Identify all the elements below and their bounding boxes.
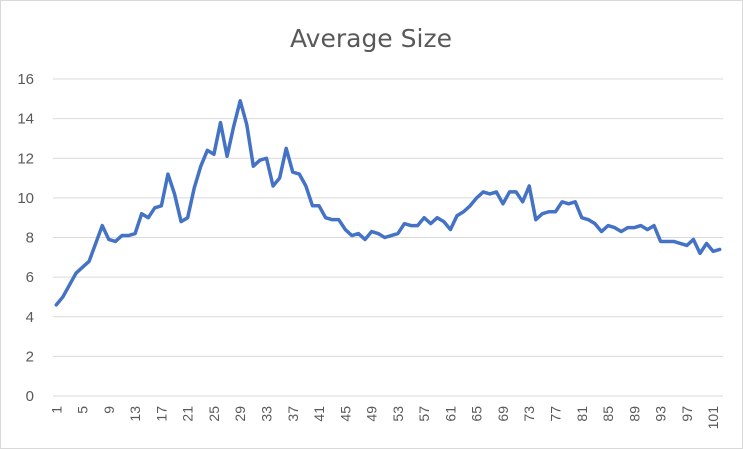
y-tick-label: 10: [17, 190, 34, 207]
y-axis-labels: 0 2 4 6 8 10 12 14 16: [17, 71, 34, 405]
x-tick-label: 17: [153, 406, 169, 422]
y-tick-label: 2: [26, 348, 34, 365]
x-tick-label: 101: [705, 406, 721, 430]
x-tick-label: 53: [390, 406, 406, 422]
x-tick-label: 1: [48, 406, 64, 414]
x-tick-label: 21: [180, 406, 196, 422]
x-axis: 1 5 9 13 17 21 25 29 33 37 41 45 49 53 57 61 65 69 73 77 81 8…: [48, 395, 723, 430]
series-line: [54, 99, 722, 307]
chart-title: Average Size: [290, 24, 452, 53]
x-tick-label: 49: [364, 406, 380, 422]
x-tick-label: 93: [653, 406, 669, 422]
x-tick-label: 13: [127, 406, 143, 422]
x-tick-label: 65: [469, 406, 485, 422]
x-tick-label: 25: [206, 406, 222, 422]
x-tick-label: 61: [442, 406, 458, 422]
y-tick-label: 4: [26, 309, 34, 326]
x-tick-label: 73: [521, 406, 537, 422]
series-group: [54, 99, 722, 307]
x-tick-label: 41: [311, 406, 327, 422]
x-tick-label: 81: [574, 406, 590, 422]
x-tick-label: 89: [626, 406, 642, 422]
x-tick-label: 5: [75, 406, 91, 414]
x-tick-label: 9: [101, 406, 117, 414]
x-tick-label: 45: [337, 406, 353, 422]
x-tick-label: 57: [416, 406, 432, 422]
x-tick-label: 33: [258, 406, 274, 422]
y-tick-label: 8: [26, 230, 34, 247]
y-tick-label: 16: [17, 71, 34, 88]
x-tick-label: 97: [679, 406, 695, 422]
x-tick-label: 77: [548, 406, 564, 422]
x-tick-label: 37: [285, 406, 301, 422]
y-tick-label: 14: [17, 111, 34, 128]
y-tick-label: 12: [17, 150, 34, 167]
y-tick-label: 6: [26, 269, 34, 286]
y-tick-label: 0: [26, 388, 34, 405]
x-tick-label: 29: [232, 406, 248, 422]
x-tick-label: 85: [600, 406, 616, 422]
x-tick-label: 69: [495, 406, 511, 422]
